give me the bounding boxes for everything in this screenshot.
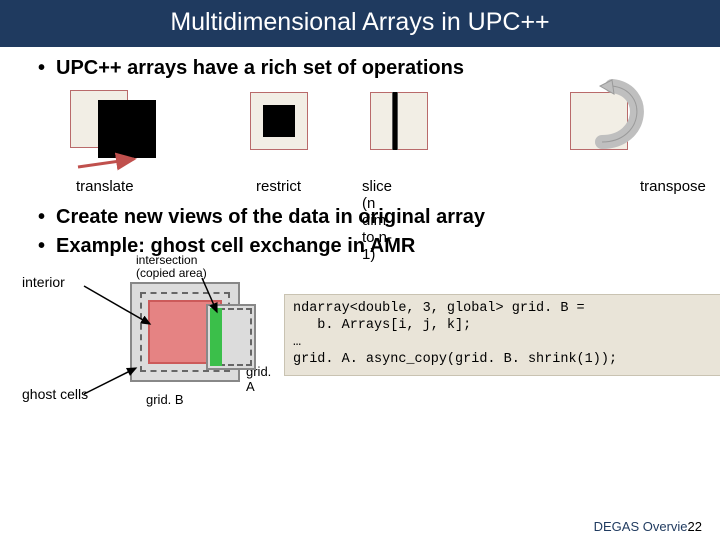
bullet-operations: UPC++ arrays have a rich set of operatio… [38, 57, 700, 80]
slice-bar [392, 92, 398, 150]
operations-row: translate restrict slice (n dim to n-1) … [40, 86, 700, 206]
op-restrict-label: restrict [256, 178, 301, 195]
amr-arrows-icon [50, 264, 280, 414]
bullet-views: Create new views of the data in original… [38, 206, 700, 229]
op-translate-label: translate [76, 178, 134, 195]
slice-outer-box [370, 92, 428, 150]
footer: DEGAS Overvie22 [594, 519, 702, 534]
amr-diagram: interior intersection (copied area) ghos… [50, 264, 280, 414]
transpose-curl-icon [594, 80, 654, 150]
translate-arrow-icon [76, 156, 146, 170]
footer-text: DEGAS Overvie [594, 519, 688, 534]
restrict-inner-box [263, 105, 295, 137]
op-transpose-label: transpose [640, 178, 706, 195]
amr-section: interior intersection (copied area) ghos… [20, 264, 700, 424]
code-block: ndarray<double, 3, global> grid. B = b. … [284, 294, 720, 376]
slide-title: Multidimensional Arrays in UPC++ [0, 0, 720, 47]
translate-front-box [98, 100, 156, 158]
page-number: 22 [688, 519, 702, 534]
